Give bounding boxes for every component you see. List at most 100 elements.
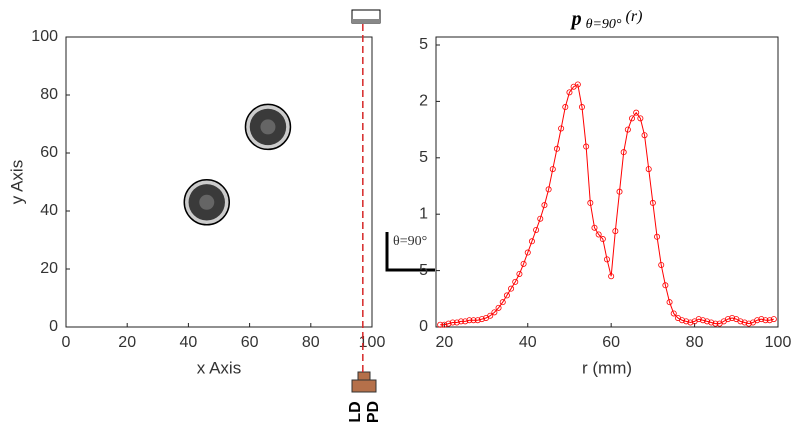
data-point	[553, 145, 560, 152]
y-tick-label: 60	[40, 144, 58, 161]
y-tick-label: 0	[49, 318, 58, 335]
chart-title: p θ=90° (r)	[570, 8, 643, 33]
x-tick-label: 40	[519, 334, 537, 351]
data-point	[499, 299, 506, 306]
data-point	[616, 188, 623, 195]
data-point	[758, 316, 765, 323]
data-point	[699, 317, 706, 324]
data-point	[524, 249, 531, 256]
data-point	[741, 319, 748, 326]
data-point	[474, 317, 481, 324]
data-point	[679, 317, 686, 324]
y-tick-label: 5	[419, 149, 428, 166]
angle-indicator	[385, 232, 435, 272]
y-axis-label: y Axis	[7, 160, 26, 204]
x-axis-label: r (mm)	[582, 358, 632, 377]
data-point	[578, 104, 585, 111]
x-tick-label: 20	[435, 334, 453, 351]
data-point	[587, 199, 594, 206]
object-core	[260, 119, 276, 135]
x-tick-label: 60	[602, 334, 620, 351]
data-point	[662, 282, 669, 289]
data-point	[633, 109, 640, 116]
data-point	[445, 320, 452, 327]
x-tick-label: 40	[180, 334, 198, 351]
detector-label: PD	[365, 401, 382, 423]
y-tick-label: 100	[31, 28, 58, 45]
detector-bar	[352, 19, 380, 23]
data-point	[604, 256, 611, 263]
x-tick-label: 20	[118, 334, 136, 351]
x-tick-label: 60	[241, 334, 259, 351]
data-point	[770, 316, 777, 323]
data-point	[441, 321, 448, 328]
title-suffix: (r)	[626, 8, 643, 25]
data-point	[478, 316, 485, 323]
data-point	[745, 320, 752, 327]
data-point	[487, 312, 494, 319]
data-point	[470, 317, 477, 324]
y-tick-label: 5	[419, 36, 428, 53]
data-point	[462, 318, 469, 325]
data-point	[687, 319, 694, 326]
x-tick-label: 80	[302, 334, 320, 351]
data-point	[574, 81, 581, 88]
data-point	[595, 231, 602, 238]
plot-area	[65, 36, 373, 328]
data-point	[708, 319, 715, 326]
data-point	[437, 321, 444, 328]
data-point	[495, 304, 502, 311]
y-tick-label: 40	[40, 202, 58, 219]
source-base	[351, 379, 377, 393]
y-tick-label: 20	[40, 260, 58, 277]
angle-label: θ=90°	[393, 234, 427, 249]
data-point	[537, 215, 544, 222]
data-point	[670, 310, 677, 317]
data-point	[491, 309, 498, 316]
y-tick-label: 0	[419, 318, 428, 335]
data-point	[512, 278, 519, 285]
data-point	[566, 89, 573, 96]
data-point	[508, 285, 515, 292]
data-point	[608, 273, 615, 280]
data-point	[458, 318, 465, 325]
plot-area	[435, 36, 779, 328]
data-point	[737, 318, 744, 325]
y-tick-label: 1	[419, 205, 428, 222]
data-point	[654, 233, 661, 240]
data-point	[558, 125, 565, 132]
data-point	[637, 115, 644, 122]
data-point	[620, 149, 627, 156]
title-subscript: θ=90°	[586, 17, 622, 32]
data-point	[766, 317, 773, 324]
data-point	[549, 166, 556, 173]
data-point	[624, 126, 631, 133]
data-point	[649, 199, 656, 206]
data-point	[583, 143, 590, 150]
x-tick-label: 80	[686, 334, 704, 351]
data-point	[528, 238, 535, 245]
data-point	[712, 320, 719, 327]
data-point	[612, 228, 619, 235]
x-tick-label: 0	[62, 334, 71, 351]
data-point	[466, 317, 473, 324]
source-top	[357, 371, 371, 381]
data-point	[516, 270, 523, 277]
data-point	[562, 104, 569, 111]
data-point	[645, 166, 652, 173]
data-point	[704, 318, 711, 325]
source-label: LD	[347, 401, 364, 422]
data-point	[520, 260, 527, 267]
data-point	[629, 115, 636, 122]
data-point	[641, 132, 648, 139]
data-point	[666, 299, 673, 306]
data-point	[453, 319, 460, 326]
data-point	[599, 236, 606, 243]
y-tick-label: 2	[419, 93, 428, 110]
y-tick-label: 5	[419, 262, 428, 279]
data-point	[541, 202, 548, 209]
data-point	[449, 319, 456, 326]
x-tick-label: 100	[359, 334, 386, 351]
data-point	[754, 317, 761, 324]
